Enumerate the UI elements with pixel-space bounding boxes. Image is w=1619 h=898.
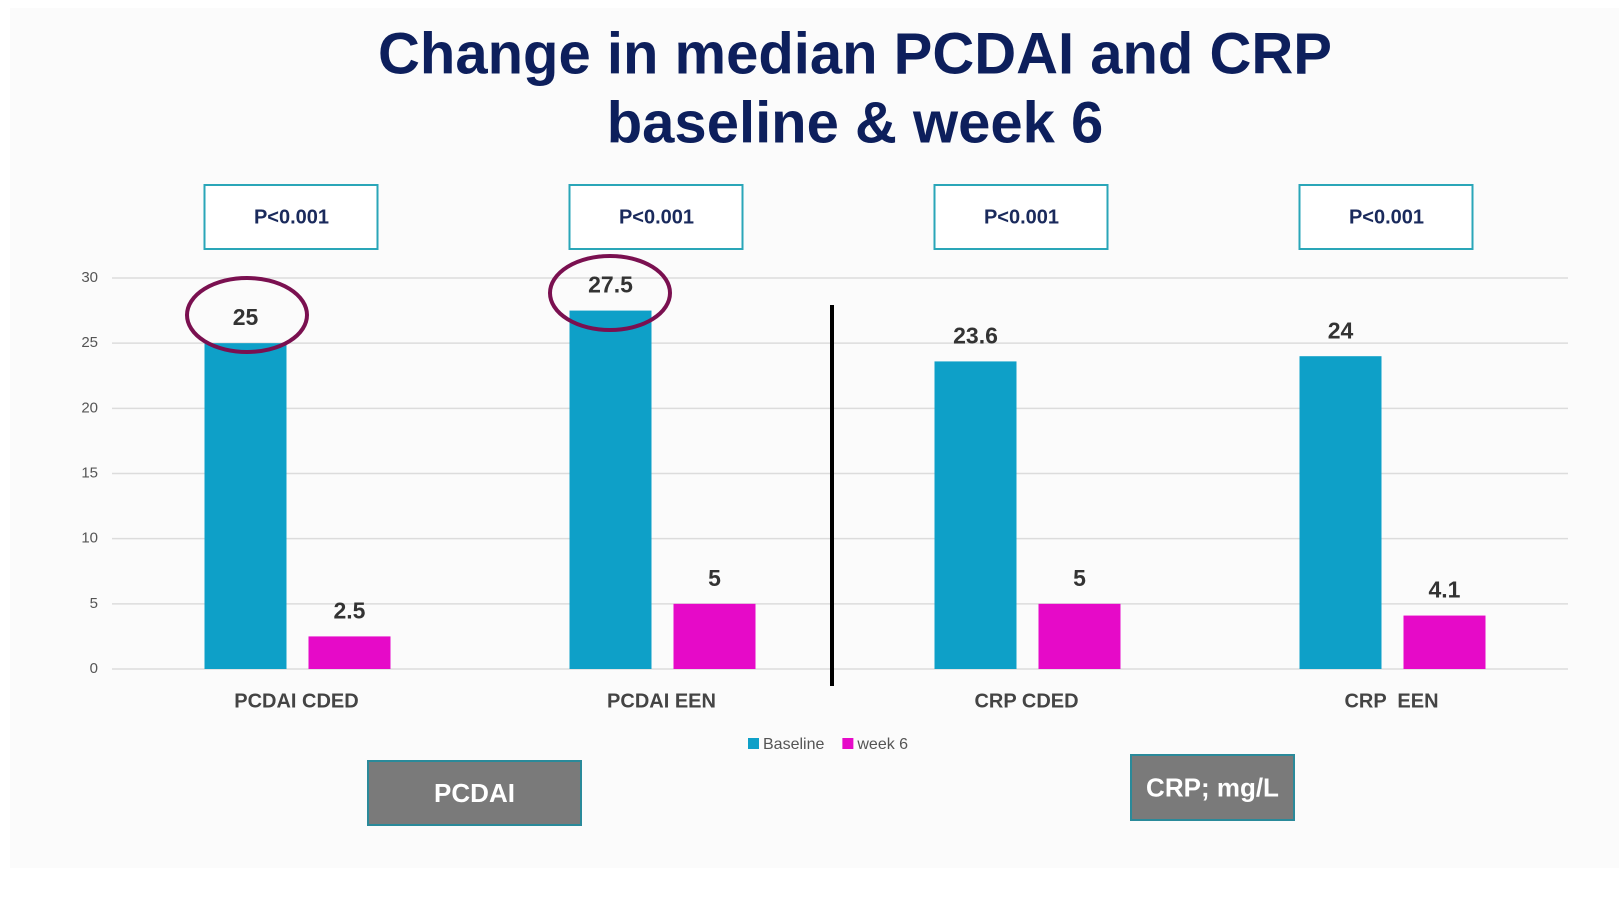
bar bbox=[673, 603, 756, 669]
legend-label: Baseline bbox=[763, 736, 824, 753]
group-label-box bbox=[1130, 754, 1295, 821]
p-value-box bbox=[1298, 184, 1474, 250]
p-value-box bbox=[568, 184, 744, 250]
group-label-box bbox=[367, 760, 582, 826]
chart-title: baseline & week 6 bbox=[607, 90, 1103, 155]
y-tick-label: 0 bbox=[90, 660, 98, 677]
y-tick-label: 20 bbox=[81, 399, 98, 416]
y-tick-label: 10 bbox=[81, 530, 98, 547]
highlight-circle bbox=[548, 254, 672, 332]
legend-label: week 6 bbox=[856, 736, 908, 753]
value-label: 23.6 bbox=[953, 322, 998, 348]
legend-swatch bbox=[748, 738, 759, 749]
y-tick-label: 15 bbox=[81, 464, 98, 481]
p-value-label: P<0.001 bbox=[984, 206, 1059, 228]
bar bbox=[1299, 356, 1382, 669]
bar bbox=[934, 361, 1017, 669]
p-value-label: P<0.001 bbox=[254, 206, 329, 228]
group-label: PCDAI bbox=[434, 778, 515, 808]
bar bbox=[1403, 615, 1486, 669]
y-tick-label: 30 bbox=[81, 269, 98, 286]
value-label: 5 bbox=[708, 565, 721, 591]
value-label: 5 bbox=[1073, 565, 1086, 591]
p-value-box bbox=[203, 184, 379, 250]
value-label: 27.5 bbox=[588, 272, 633, 298]
value-label: 25 bbox=[233, 304, 259, 330]
y-tick-label: 25 bbox=[81, 334, 98, 351]
x-tick-label: PCDAI EEN bbox=[607, 690, 716, 712]
bar bbox=[204, 343, 287, 669]
p-value-label: P<0.001 bbox=[1349, 206, 1424, 228]
bar bbox=[1038, 603, 1121, 669]
p-value-label: P<0.001 bbox=[619, 206, 694, 228]
chart-title: Change in median PCDAI and CRP bbox=[378, 21, 1332, 86]
value-label: 24 bbox=[1328, 317, 1354, 343]
p-value-box bbox=[933, 184, 1109, 250]
bar bbox=[569, 310, 652, 669]
value-label: 2.5 bbox=[334, 597, 366, 623]
highlight-circle bbox=[185, 276, 309, 354]
legend-swatch bbox=[842, 738, 854, 749]
value-label: 4.1 bbox=[1429, 577, 1461, 603]
x-tick-label: CRP EEN bbox=[1344, 690, 1438, 712]
group-label: CRP; mg/L bbox=[1146, 772, 1279, 802]
y-tick-label: 5 bbox=[90, 595, 98, 612]
x-tick-label: CRP CDED bbox=[974, 690, 1078, 712]
x-tick-label: PCDAI CDED bbox=[234, 690, 358, 712]
bar bbox=[308, 636, 391, 669]
